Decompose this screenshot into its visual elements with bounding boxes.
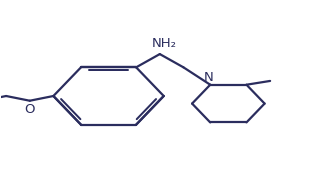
Text: O: O <box>24 103 35 116</box>
Text: N: N <box>204 71 213 84</box>
Text: NH₂: NH₂ <box>152 37 177 50</box>
